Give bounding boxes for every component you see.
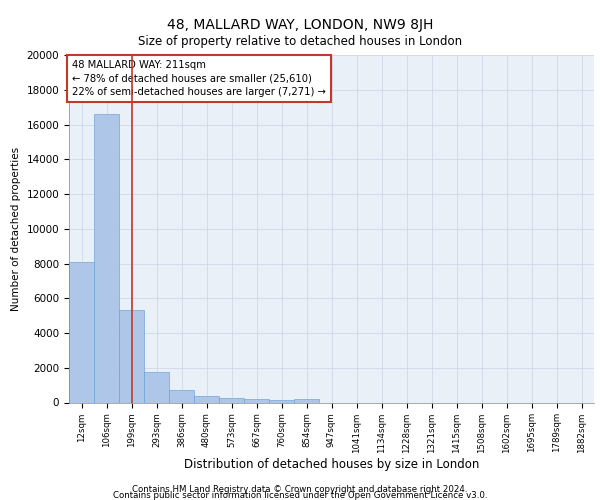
Bar (119, 310, 144, 402)
Text: 48 MALLARD WAY: 211sqm
← 78% of detached houses are smaller (25,610)
22% of semi: 48 MALLARD WAY: 211sqm ← 78% of detached… (71, 60, 325, 96)
Bar (244, 399, 269, 402)
Bar (269, 400, 294, 402)
Bar (94, 114, 119, 403)
X-axis label: Distribution of detached houses by size in London: Distribution of detached houses by size … (184, 458, 479, 471)
Bar (294, 399, 319, 402)
Y-axis label: Number of detached properties: Number of detached properties (11, 146, 21, 311)
Bar (69, 262, 94, 402)
Bar (219, 398, 244, 402)
Bar (194, 396, 219, 402)
Text: Contains public sector information licensed under the Open Government Licence v3: Contains public sector information licen… (113, 491, 487, 500)
Bar (144, 372, 169, 402)
Text: Size of property relative to detached houses in London: Size of property relative to detached ho… (138, 35, 462, 48)
Bar (169, 390, 194, 402)
Text: 48, MALLARD WAY, LONDON, NW9 8JH: 48, MALLARD WAY, LONDON, NW9 8JH (167, 18, 433, 32)
Text: Contains HM Land Registry data © Crown copyright and database right 2024.: Contains HM Land Registry data © Crown c… (132, 484, 468, 494)
